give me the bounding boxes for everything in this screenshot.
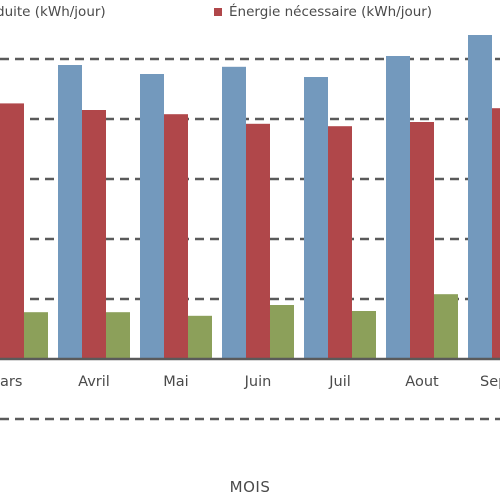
legend-label-needed: Énergie nécessaire (kWh/jour) bbox=[229, 4, 433, 20]
x-axis-title: MOIS bbox=[229, 478, 271, 496]
bar-series-1-juin bbox=[246, 123, 270, 359]
bar-series-2-avril bbox=[106, 312, 130, 359]
bar-series-0-aout bbox=[386, 56, 410, 359]
x-tick-label: ars bbox=[0, 374, 22, 390]
bar-series-1-juil bbox=[328, 126, 352, 359]
bar-series-0-juin bbox=[222, 66, 246, 360]
bar-series-0-sep bbox=[468, 35, 492, 359]
legend-swatch-needed bbox=[214, 8, 222, 16]
bar-series-0-avril bbox=[58, 65, 82, 359]
bar-series-0-juil bbox=[304, 77, 328, 359]
x-tick-label: Mai bbox=[163, 374, 188, 390]
bar-series-1-sep bbox=[492, 108, 500, 359]
legend-item-needed: Énergie nécessaire (kWh/jour) bbox=[214, 4, 432, 20]
bar-series-1-mars bbox=[0, 103, 24, 360]
bar-series-1-mai bbox=[164, 114, 188, 359]
bar-series-1-aout bbox=[410, 122, 434, 359]
bar-series-0-mai bbox=[140, 74, 164, 359]
legend: duite (kWh/jour) Énergie nécessaire (kWh… bbox=[0, 4, 500, 24]
legend-label-produced: duite (kWh/jour) bbox=[0, 4, 106, 20]
x-tick-label: Avril bbox=[78, 374, 110, 390]
x-tick-label: Juil bbox=[328, 374, 351, 390]
x-tick-label: Sep bbox=[480, 374, 500, 390]
bar-series-2-mai bbox=[188, 315, 212, 359]
bar-series-2-juil bbox=[352, 311, 376, 359]
bar-series-2-aout bbox=[434, 294, 458, 359]
x-tick-label: Aout bbox=[405, 374, 439, 390]
bar-series-2-mars bbox=[24, 312, 48, 359]
x-tick-label: Juin bbox=[244, 374, 272, 390]
bar-series-1-avril bbox=[82, 110, 106, 359]
bar-series-2-juin bbox=[270, 305, 294, 359]
legend-item-produced: duite (kWh/jour) bbox=[0, 4, 106, 20]
